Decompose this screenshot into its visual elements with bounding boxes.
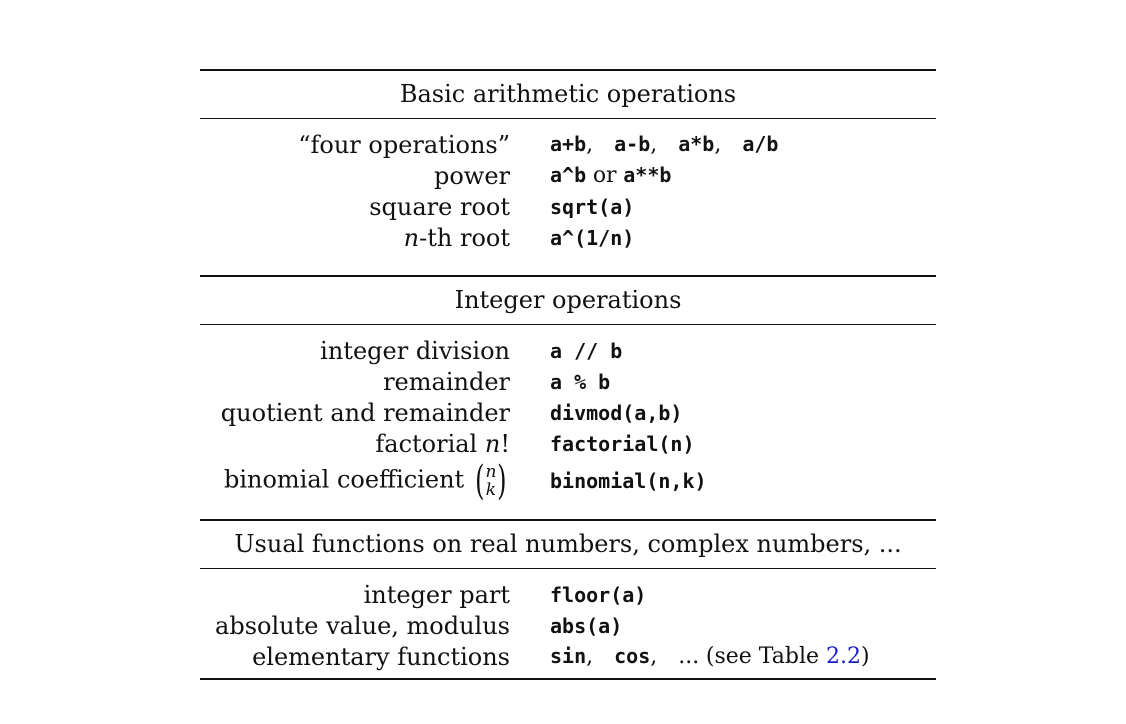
table-row: “four operations” a+b, a-b, a*b, a/b (200, 129, 936, 160)
row-value: abs(a) (510, 614, 622, 638)
section-title-integer: Integer operations (454, 286, 682, 314)
row-value: a % b (510, 370, 610, 394)
connector-text: or (592, 163, 617, 188)
top-rule (200, 69, 936, 71)
row-label: integer division (320, 336, 510, 365)
row-value: a+b, a-b, a*b, a/b (550, 132, 779, 157)
row-value: a // b (510, 339, 622, 363)
binom-top: n (485, 462, 497, 482)
math-variable: n (484, 429, 501, 458)
row-value: floor(a) (510, 583, 646, 607)
code-snippet: sqrt(a) (550, 194, 635, 219)
section-rule (200, 118, 936, 119)
table-row: integer division a // b (200, 335, 936, 366)
row-value: divmod(a,b) (510, 401, 682, 425)
section-top-rule (200, 275, 936, 277)
table-row: power a^b or a**b (200, 160, 936, 191)
code-snippet: a+b (550, 132, 587, 156)
label-suffix: ! (500, 429, 510, 458)
code-snippet: a/b (742, 132, 779, 156)
label-text: factorial (375, 429, 485, 458)
section-rule (200, 324, 936, 325)
table-row: binomial coefficient (n k) binomial(n,k) (200, 459, 936, 503)
row-label: integer part (363, 580, 510, 609)
math-variable: n (403, 223, 420, 252)
row-value: sin, cos, ... (see Table 2.2) (550, 644, 870, 669)
row-label: remainder (383, 367, 510, 396)
code-snippet: sin (550, 644, 587, 668)
code-snippet: abs(a) (550, 613, 623, 638)
section-top-rule (200, 519, 936, 521)
row-label: binomial coefficient (n k) (200, 461, 510, 501)
section-title-arithmetic: Basic arithmetic operations (399, 80, 737, 108)
row-value: factorial(n) (510, 432, 695, 456)
code-snippet: a // b (550, 338, 623, 363)
row-label: quotient and remainder (220, 398, 510, 427)
bottom-rule (200, 678, 936, 680)
code-snippet: a**b (623, 163, 672, 187)
functions-table: Basic arithmetic operations “four operat… (200, 69, 936, 680)
row-label: absolute value, modulus (215, 611, 510, 640)
row-value: binomial(n,k) (510, 469, 707, 493)
section-rows-integer: integer division a // b remainder a % b … (200, 325, 936, 503)
row-value: sqrt(a) (510, 195, 634, 219)
code-snippet: binomial(n,k) (550, 469, 707, 493)
table-row: n-th root a^(1/n) (200, 222, 936, 253)
row-value: a^b or a**b (510, 163, 671, 188)
code-snippet: a^b (550, 163, 587, 187)
code-snippet: factorial(n) (550, 431, 695, 456)
table-row: square root sqrt(a) (200, 191, 936, 222)
row-label: n-th root (200, 224, 510, 252)
row-label: square root (369, 192, 510, 221)
section-rows-functions: integer part floor(a) absolute value, mo… (200, 569, 936, 672)
code-snippet: a-b (614, 132, 651, 156)
code-snippet: divmod(a,b) (550, 400, 683, 425)
row-label: factorial n! (200, 430, 510, 458)
row-label: elementary functions (252, 642, 510, 671)
code-snippet: a^(1/n) (550, 225, 635, 250)
table-ref-prefix: (see Table (705, 644, 827, 669)
binomial-symbol: (n k) (474, 458, 507, 504)
label-text: -th root (419, 223, 510, 252)
section-title-functions: Usual functions on real numbers, complex… (234, 530, 902, 558)
table-row: remainder a % b (200, 366, 936, 397)
table-row: factorial n! factorial(n) (200, 428, 936, 459)
label-text: binomial coefficient (223, 465, 465, 494)
row-value: a^(1/n) (510, 226, 634, 250)
table-row: elementary functions sin, cos, ... (see … (200, 641, 936, 672)
table-row: integer part floor(a) (200, 579, 936, 610)
code-snippet: cos (614, 644, 651, 668)
section-rule (200, 568, 936, 569)
table-ref-suffix: ) (861, 644, 870, 669)
code-snippet: floor(a) (550, 582, 647, 607)
section-rows-arithmetic: “four operations” a+b, a-b, a*b, a/b pow… (200, 119, 936, 253)
code-snippet: a*b (678, 132, 715, 156)
table-ref-link[interactable]: 2.2 (826, 644, 862, 669)
row-label: “four operations” (298, 130, 510, 159)
table-row: quotient and remainder divmod(a,b) (200, 397, 936, 428)
row-label: power (433, 161, 510, 190)
ellipsis: ... (678, 644, 700, 669)
code-snippet: a % b (550, 369, 611, 394)
binom-bottom: k (485, 480, 497, 500)
table-row: absolute value, modulus abs(a) (200, 610, 936, 641)
